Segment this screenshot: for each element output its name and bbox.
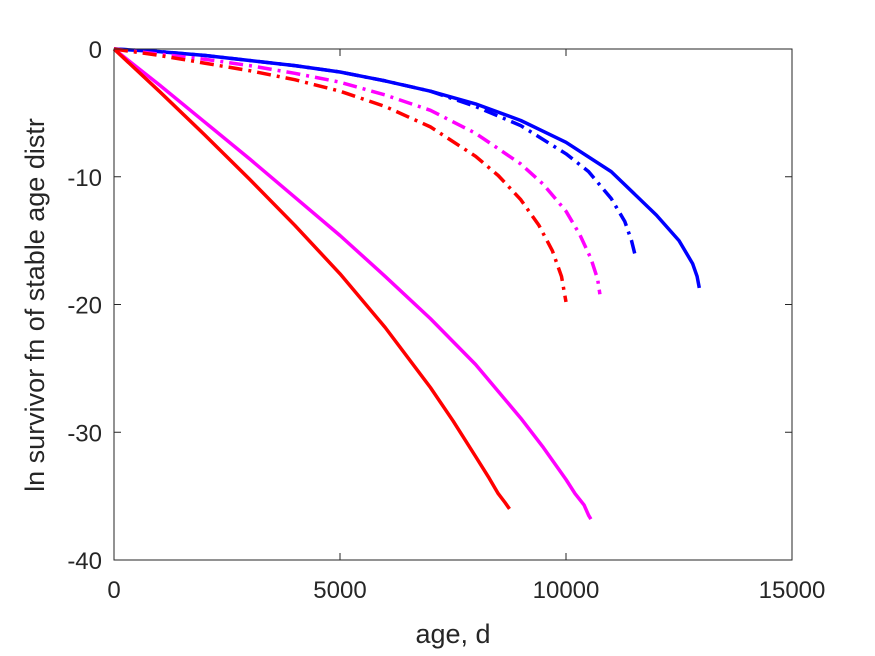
- series-line-3: [112, 47, 593, 521]
- x-axis-label: age, d: [415, 619, 490, 649]
- series-layer: [112, 47, 702, 521]
- y-axis-label: ln survivor fn of stable age distr: [20, 118, 50, 492]
- y-tick-label: -30: [67, 420, 102, 447]
- x-tick-label: 15000: [759, 577, 826, 604]
- ticks-layer: 0 5000 10000 15000 0 -10 -20 -30 -40: [67, 37, 825, 604]
- y-tick-label: 0: [89, 37, 102, 64]
- plot-area-background: [114, 49, 792, 560]
- series-line-5: [112, 47, 511, 510]
- series-line-4: [113, 47, 602, 295]
- x-tick-label: 10000: [533, 577, 600, 604]
- y-tick-label: -10: [67, 165, 102, 192]
- y-tick-label: -40: [67, 548, 102, 575]
- y-tick-label: -20: [67, 293, 102, 320]
- series-line-6: [113, 47, 568, 303]
- x-tick-label: 5000: [313, 577, 366, 604]
- x-tick-label: 0: [107, 577, 120, 604]
